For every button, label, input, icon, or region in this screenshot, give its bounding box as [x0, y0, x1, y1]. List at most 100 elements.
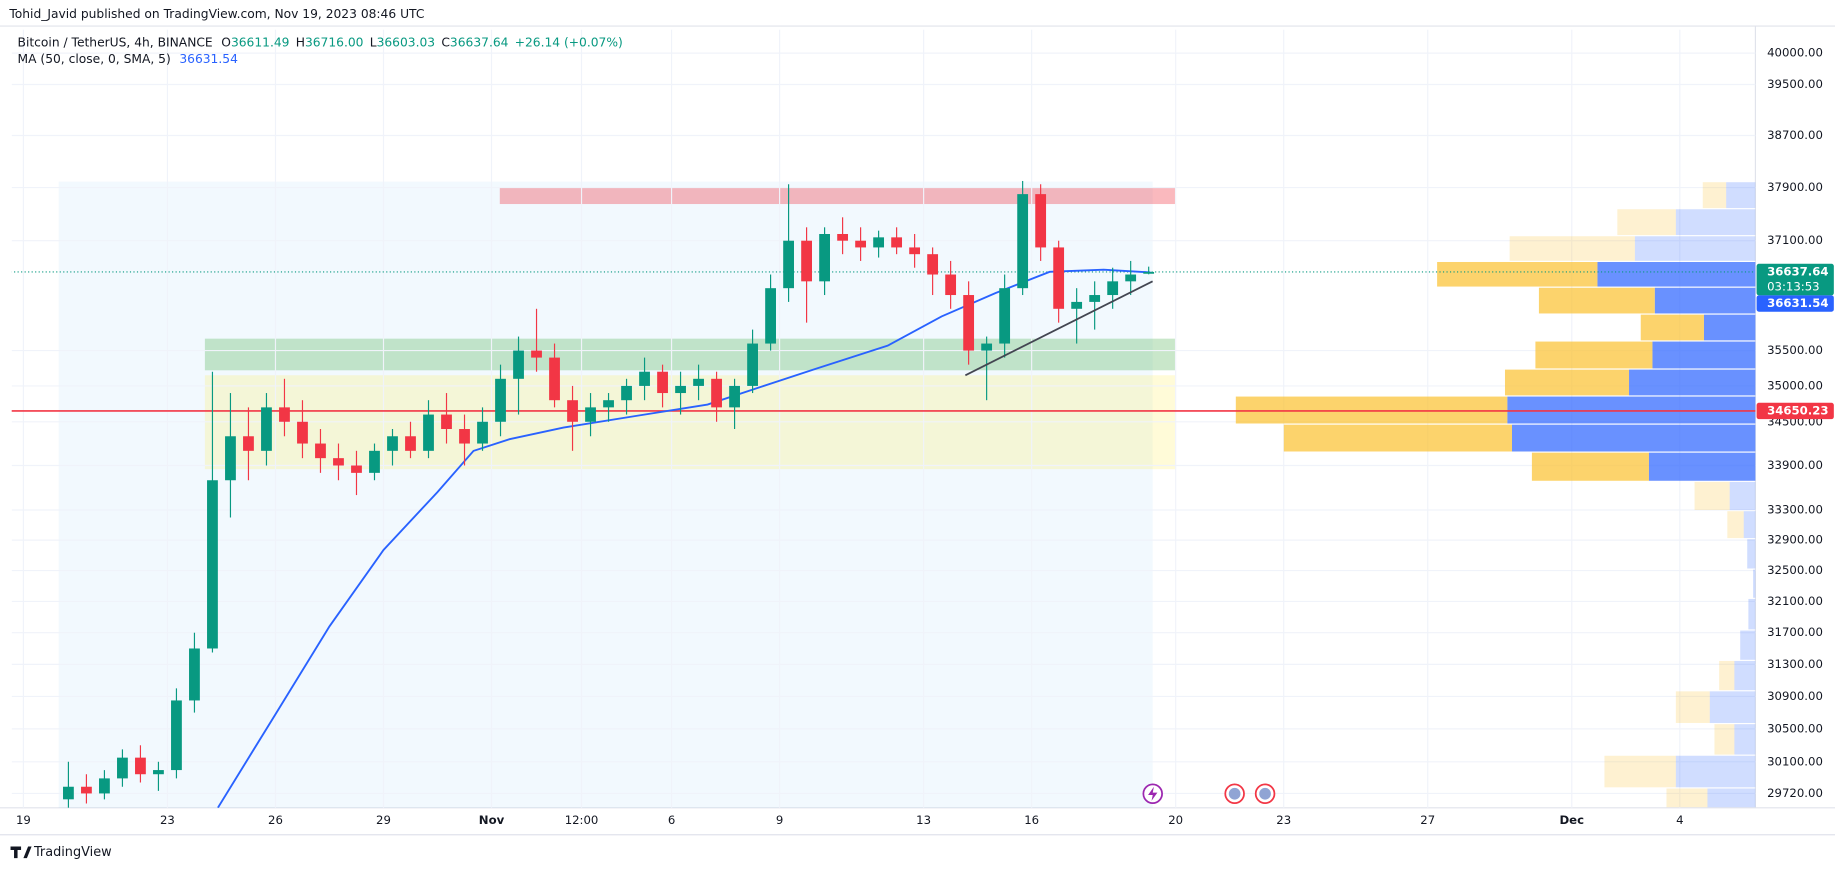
volume-up — [1753, 569, 1756, 598]
level-label: 34650.23 — [1767, 403, 1828, 417]
candle-body — [495, 378, 506, 422]
change: +26.14 (+0.07%) — [515, 35, 623, 49]
brand: TradingView — [10, 845, 112, 860]
candle-body — [1071, 301, 1083, 309]
x-tick-label: 23 — [1276, 813, 1291, 827]
event-icon — [1148, 786, 1158, 801]
candle-body — [459, 429, 470, 444]
zone — [499, 187, 1175, 205]
x-tick-label: 4 — [1676, 813, 1683, 827]
candle-body — [567, 400, 578, 422]
y-tick-label: 32900.00 — [1767, 533, 1823, 547]
volume-up — [1675, 755, 1756, 788]
volume-up — [1734, 724, 1756, 755]
volume-down — [1504, 369, 1630, 396]
volume-down — [1437, 261, 1598, 287]
candle-body — [423, 414, 434, 451]
y-tick-label: 31700.00 — [1767, 625, 1823, 639]
ohlc-value: 36716.00 — [305, 35, 364, 49]
x-tick-label: Dec — [1559, 813, 1584, 827]
y-tick-label: 37900.00 — [1767, 180, 1823, 194]
candle-body — [729, 385, 740, 408]
y-tick-label: 38700.00 — [1767, 128, 1823, 142]
volume-up — [1734, 660, 1756, 691]
indicator-value: 36631.54 — [179, 51, 238, 65]
volume-down — [1719, 660, 1735, 691]
brand-logo — [10, 846, 32, 859]
volume-up — [1729, 481, 1756, 511]
y-tick-label: 37100.00 — [1767, 233, 1823, 247]
y-tick-label: 39500.00 — [1767, 77, 1823, 91]
volume-down — [1694, 481, 1730, 511]
candle-body — [369, 450, 380, 473]
ma-price-label: 36631.54 — [1767, 296, 1828, 310]
volume-down — [1666, 788, 1708, 808]
y-tick-label: 32100.00 — [1767, 594, 1823, 608]
volume-up — [1648, 452, 1756, 481]
ohlc-label: O — [221, 35, 231, 49]
volume-up — [1726, 182, 1756, 209]
candle-body — [153, 770, 164, 775]
plot-area — [11, 29, 1756, 808]
volume-down — [1617, 209, 1676, 236]
volume-down — [1283, 424, 1513, 452]
legend-line: Bitcoin / TetherUS, 4h, BINANCE O36611.4… — [18, 35, 623, 49]
zone — [58, 181, 1153, 808]
candle-body — [279, 407, 290, 422]
brand-name: TradingView — [33, 845, 112, 860]
candle-body — [837, 233, 849, 241]
candle-body — [225, 436, 236, 481]
volume-up — [1675, 209, 1756, 236]
x-tick-label: 12:00 — [565, 813, 599, 827]
y-tick-label: 30500.00 — [1767, 721, 1823, 735]
volume-up — [1707, 788, 1756, 808]
x-tick-label: 16 — [1024, 813, 1039, 827]
candle-body — [531, 350, 542, 358]
candle-body — [621, 385, 632, 401]
candle-body — [819, 233, 830, 282]
ohlc-label: H — [296, 35, 305, 49]
candle-body — [909, 247, 921, 255]
candle-body — [927, 254, 939, 275]
candle-body — [189, 648, 200, 701]
volume-up — [1512, 424, 1756, 452]
y-tick-label: 33900.00 — [1767, 458, 1823, 472]
ohlc-value: 36611.49 — [231, 35, 290, 49]
volume-up — [1634, 236, 1756, 261]
level-tag — [1756, 402, 1834, 420]
x-tick-label: 6 — [668, 813, 675, 827]
candle-body — [855, 240, 867, 248]
candle-body — [1017, 194, 1029, 289]
volume-down — [1538, 287, 1655, 314]
volume-up — [1740, 630, 1756, 660]
x-tick-label: 9 — [776, 813, 783, 827]
candle-body — [513, 350, 524, 379]
candle-body — [1125, 274, 1137, 282]
candle-body — [747, 343, 758, 386]
author-line: Tohid_Javid published on TradingView.com… — [8, 7, 424, 21]
candle-body — [1089, 295, 1101, 302]
y-tick-label: 30100.00 — [1767, 754, 1823, 768]
indicator: MA (50, close, 0, SMA, 5) — [18, 51, 171, 65]
volume-down — [1640, 314, 1704, 341]
volume-up — [1709, 691, 1756, 723]
candle-body — [549, 357, 560, 401]
event-icon — [1228, 787, 1241, 800]
ohlc-value: 36603.03 — [377, 35, 436, 49]
volume-up — [1654, 287, 1756, 314]
ma-price-tag — [1756, 295, 1834, 312]
candle-body — [999, 288, 1011, 344]
candle-body — [1143, 271, 1155, 274]
indicator-line: MA (50, close, 0, SMA, 5) 36631.54 — [18, 51, 239, 65]
y-tick-label: 29720.00 — [1767, 786, 1823, 800]
candle-body — [945, 274, 957, 296]
y-tick-label: 35500.00 — [1767, 343, 1823, 357]
x-tick-label: 27 — [1420, 813, 1435, 827]
volume-down — [1531, 452, 1649, 481]
candle-body — [405, 436, 416, 451]
volume-down — [1702, 182, 1727, 209]
volume-up — [1629, 369, 1756, 396]
candle-body — [99, 778, 110, 794]
volume-up — [1507, 396, 1756, 424]
